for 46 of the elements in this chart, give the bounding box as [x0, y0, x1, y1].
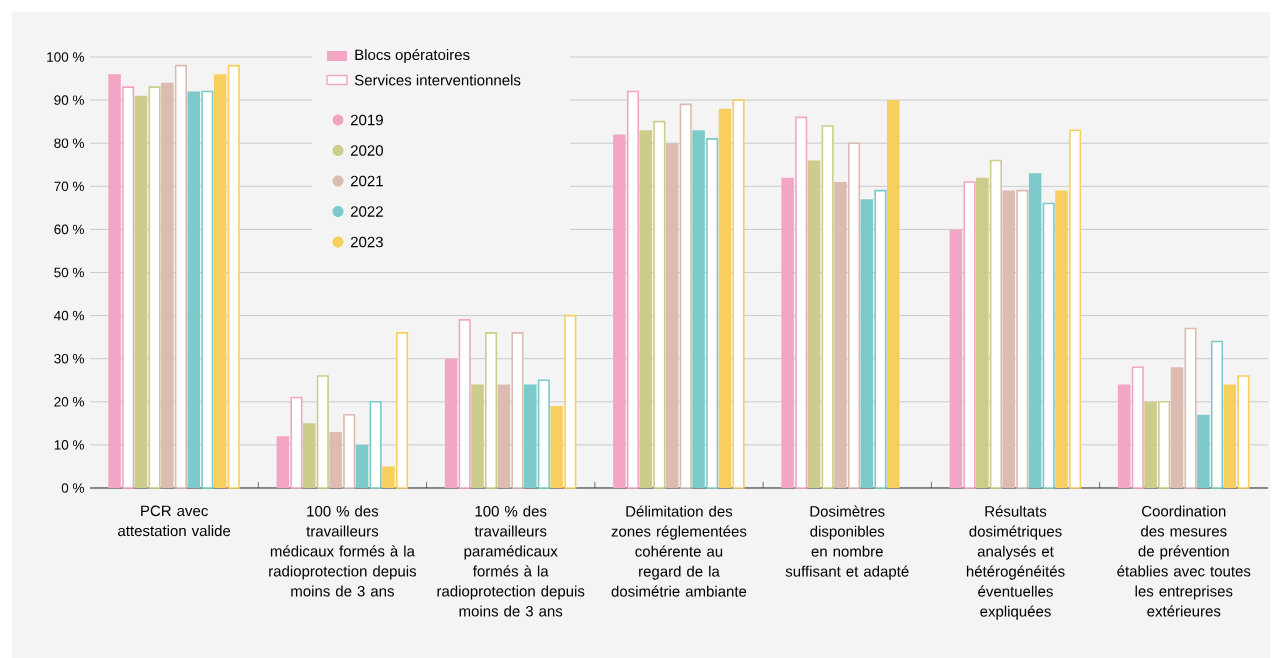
- x-tick-label: PCR avec attestation valide: [118, 505, 231, 537]
- y-tick-label: 80 %: [54, 138, 84, 148]
- y-tick-label: 50 %: [54, 267, 84, 278]
- y-tick-label: 70 %: [54, 181, 84, 192]
- bar: [1117, 384, 1131, 488]
- y-tick-label: 90 %: [54, 95, 84, 105]
- bar: [807, 160, 821, 488]
- bar: [1184, 327, 1197, 489]
- y-tick-label: 40 %: [54, 310, 84, 321]
- y-tick-label: 100 %: [47, 52, 84, 62]
- legend-label: 2022: [350, 206, 383, 217]
- legend-label: 2023: [350, 236, 383, 248]
- y-tick-label: 10 %: [54, 440, 84, 450]
- bar: [886, 100, 900, 488]
- bar: [679, 103, 692, 489]
- annotation: Blocs opératoires: [355, 48, 470, 64]
- y-tick-label: 20 %: [54, 397, 84, 407]
- bar: [302, 423, 316, 488]
- x-tick-label: Dosimètres disponibles en nombre suffisant et adapté: [785, 505, 909, 580]
- bar: [1131, 366, 1144, 489]
- x-tick-label: 100 % des travailleurs médicaux formés à la radioprotection depuis moins de 3 ans: [269, 505, 417, 597]
- bar: [355, 444, 369, 488]
- bar: [821, 125, 834, 489]
- y-tick-label: 0 %: [61, 483, 84, 493]
- bar: [732, 99, 745, 489]
- y-tick-label: 30 %: [54, 353, 84, 364]
- y-tick-label: 60 %: [54, 224, 84, 235]
- legend-label: 2020: [350, 145, 383, 156]
- bar: [227, 64, 240, 489]
- x-tick-label: Résultats dosimétriques analysés et hétérogénéités éventuelles expliquées: [966, 505, 1065, 620]
- bar: [458, 319, 471, 489]
- bar: [718, 108, 732, 488]
- x-tick-label: 100 % des travailleurs paramédicaux formés à la radioprotection depuis moins de 3 ans: [437, 505, 585, 617]
- x-tick-label: Délimitation des zones réglementées cohérente au regard de la dosimétrie ambiante: [611, 505, 747, 597]
- bar: [1170, 367, 1184, 488]
- bar: [1042, 202, 1055, 489]
- bar: [1028, 173, 1042, 488]
- bar: [665, 143, 679, 488]
- bar: [369, 400, 382, 489]
- legend-label: 2019: [350, 114, 383, 126]
- bar: [213, 74, 227, 488]
- bar: [316, 375, 329, 489]
- x-tick-label: Coordination des mesures de prévention établies avec toutes les entreprises extérieures: [1117, 505, 1251, 617]
- annotation: Services interventionnels: [354, 74, 521, 86]
- legend-label: 2021: [350, 175, 383, 187]
- bar: [444, 358, 458, 488]
